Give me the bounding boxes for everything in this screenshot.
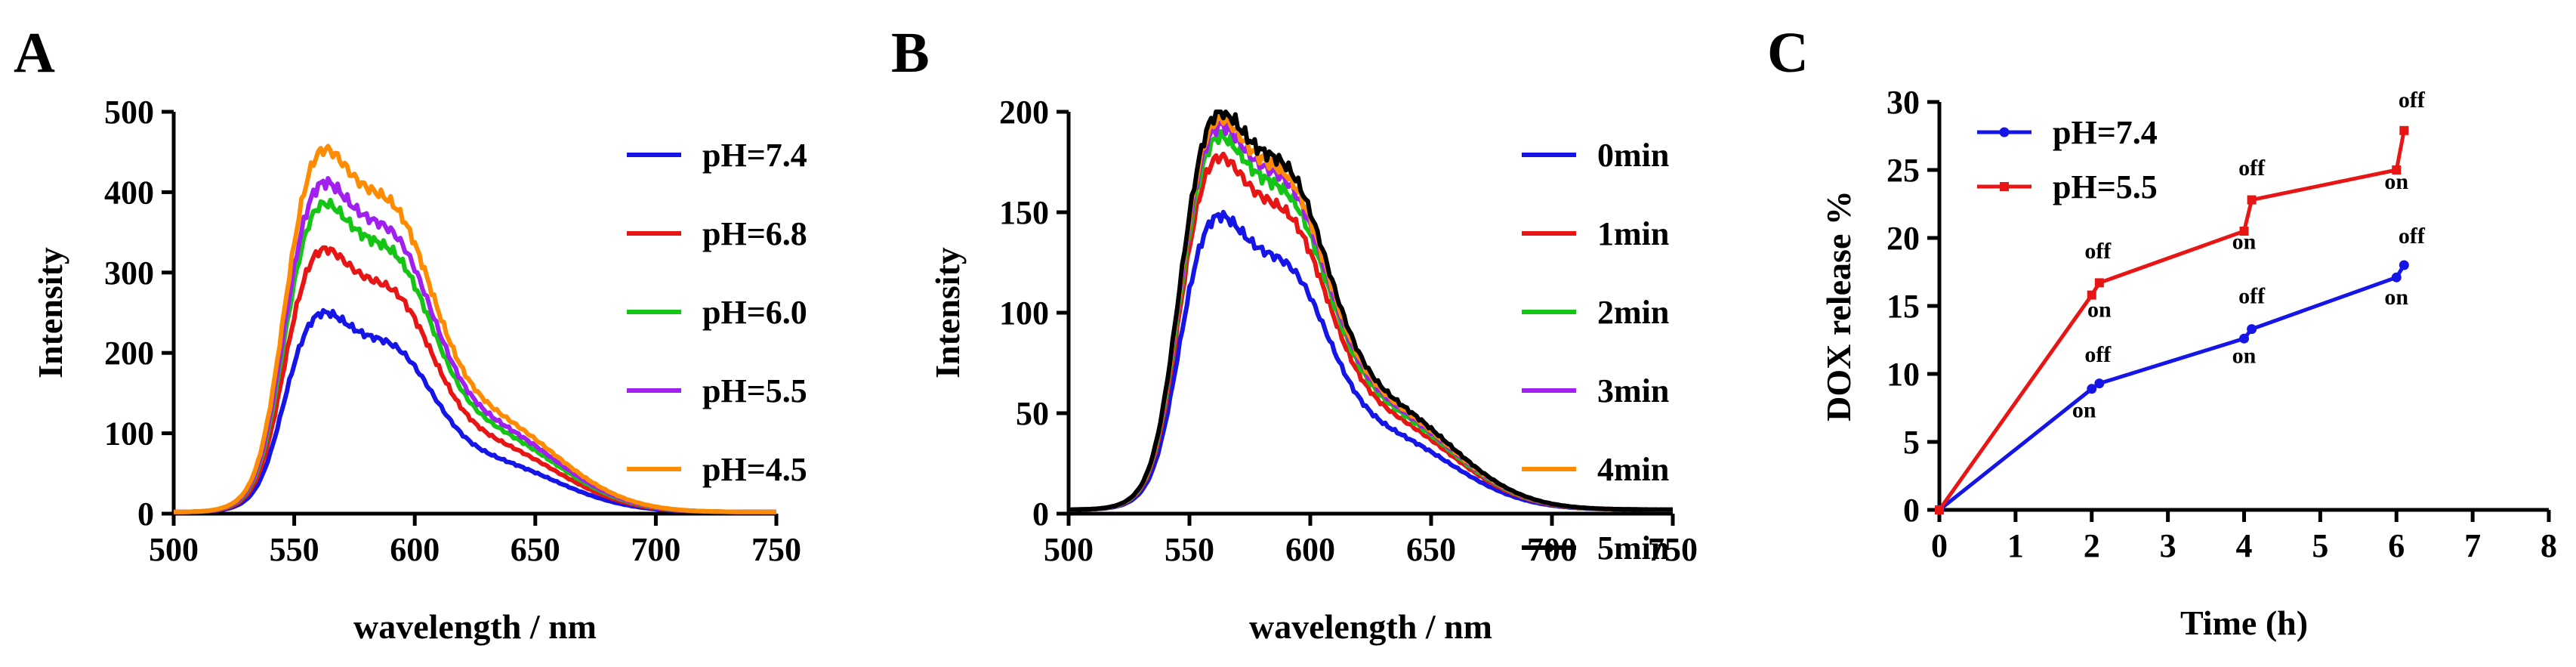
x-tick-label: 3: [2160, 527, 2176, 564]
x-tick-label: 1: [2007, 527, 2024, 564]
annotation-off: off: [2399, 224, 2426, 249]
panel-a: A 500 550 600 650 700 750 0 100 200 300 400 500 wavel…: [14, 21, 807, 646]
y-tick-label: 0: [1032, 496, 1049, 533]
legend-label: 4min: [1597, 451, 1669, 488]
data-point: [2239, 227, 2249, 236]
x-tick-label: 500: [1044, 531, 1094, 568]
y-axis-title: Intensity: [928, 247, 967, 378]
y-tick-label: 500: [104, 94, 154, 131]
annotation-off: off: [2399, 88, 2426, 113]
annotation-off: off: [2084, 342, 2112, 367]
y-tick-label: 20: [1886, 220, 1920, 257]
x-tick-label: 700: [631, 531, 680, 568]
annotation-off: off: [2084, 239, 2112, 264]
annotation-on: on: [2232, 229, 2257, 254]
y-tick-label: 150: [999, 194, 1049, 231]
x-tick-label: 600: [1285, 531, 1335, 568]
legend-marker: [2000, 182, 2009, 191]
x-axis-title: wavelength / nm: [1249, 607, 1492, 646]
legend-label: pH=6.0: [702, 294, 807, 331]
annotation-off: off: [2238, 283, 2266, 308]
legend-marker: [1999, 127, 2010, 137]
y-tick-label: 200: [999, 94, 1049, 131]
x-tick-label: 4: [2236, 527, 2253, 564]
x-tick-label: 550: [1165, 531, 1214, 568]
legend-label: pH=5.5: [2053, 168, 2158, 205]
legend-label: 5min: [1597, 530, 1669, 567]
legend-label: pH=7.4: [702, 137, 807, 174]
legend-marker: [1544, 543, 1553, 552]
annotation-off: off: [2238, 156, 2266, 181]
panel-label-c: C: [1767, 21, 1809, 85]
x-tick-label: 6: [2388, 527, 2405, 564]
series-line-ph-7-4: [1938, 264, 2406, 511]
data-point: [2094, 378, 2105, 389]
x-tick-label: 2: [2084, 527, 2100, 564]
series-line-0min: [1068, 209, 1673, 512]
x-tick-label: 650: [1406, 531, 1456, 568]
legend-label: 0min: [1597, 137, 1669, 174]
data-point: [2391, 272, 2402, 283]
data-point: [2247, 195, 2257, 205]
x-tick-label: 600: [390, 531, 440, 568]
y-tick-label: 400: [104, 174, 154, 211]
y-tick-label: 30: [1886, 84, 1920, 121]
annotation-on: on: [2087, 297, 2112, 322]
x-axis-title: Time (h): [2180, 604, 2308, 642]
annotation-on: on: [2384, 285, 2408, 310]
legend-label: 2min: [1597, 294, 1669, 331]
data-point: [2399, 125, 2409, 135]
x-tick-label: 750: [751, 531, 801, 568]
y-axis-title: DOX release %: [1819, 190, 1858, 422]
x-tick-label: 500: [149, 531, 199, 568]
data-point: [1935, 505, 1944, 514]
data-point: [2392, 165, 2402, 174]
legend-label: pH=5.5: [702, 372, 807, 409]
legend-label: pH=7.4: [2053, 114, 2158, 151]
legend-label: pH=6.8: [702, 215, 807, 252]
x-tick-label: 750: [1648, 531, 1698, 568]
y-tick-label: 10: [1886, 356, 1920, 393]
data-point: [2087, 384, 2097, 394]
x-axis-title: wavelength / nm: [353, 607, 597, 646]
panel-c: C 0 1 2 3 4 5 6 7 8 0 5 10 15 20 25 30 Time (h) DOX releas…: [1767, 21, 2557, 642]
annotation-on: on: [2384, 169, 2408, 194]
x-tick-label: 650: [511, 531, 560, 568]
y-tick-label: 0: [1903, 492, 1920, 529]
y-tick-label: 100: [999, 295, 1049, 332]
data-point: [2239, 333, 2249, 344]
legend-label: 3min: [1597, 372, 1669, 409]
x-tick-label: 7: [2464, 527, 2481, 564]
y-tick-label: 0: [137, 496, 154, 533]
panel-label-b: B: [891, 21, 930, 85]
y-tick-label: 300: [104, 255, 154, 292]
annotation-on: on: [2232, 344, 2257, 369]
data-point: [2247, 324, 2257, 335]
y-tick-label: 15: [1886, 288, 1920, 325]
y-tick-label: 25: [1886, 152, 1920, 189]
legend-label: 1min: [1597, 215, 1669, 252]
x-tick-label: 550: [270, 531, 319, 568]
y-tick-label: 50: [1016, 395, 1049, 432]
x-tick-label: 8: [2541, 527, 2557, 564]
x-tick-label: 5: [2312, 527, 2328, 564]
data-point: [2094, 278, 2104, 288]
series-line-5min: [1068, 110, 1673, 512]
data-point: [2087, 290, 2096, 300]
data-point: [2399, 260, 2409, 270]
y-tick-label: 5: [1903, 424, 1920, 461]
series-line-ph-4-5: [173, 144, 776, 514]
y-axis-title: Intensity: [31, 247, 69, 378]
panel-label-a: A: [14, 21, 55, 85]
panel-b: B500550600650700750050100150200wavelengt…: [891, 21, 1698, 646]
x-tick-label: 0: [1931, 527, 1948, 564]
y-tick-label: 100: [104, 415, 154, 452]
legend-label: pH=4.5: [702, 451, 807, 488]
annotation-on: on: [2072, 398, 2096, 423]
y-tick-label: 200: [104, 335, 154, 372]
